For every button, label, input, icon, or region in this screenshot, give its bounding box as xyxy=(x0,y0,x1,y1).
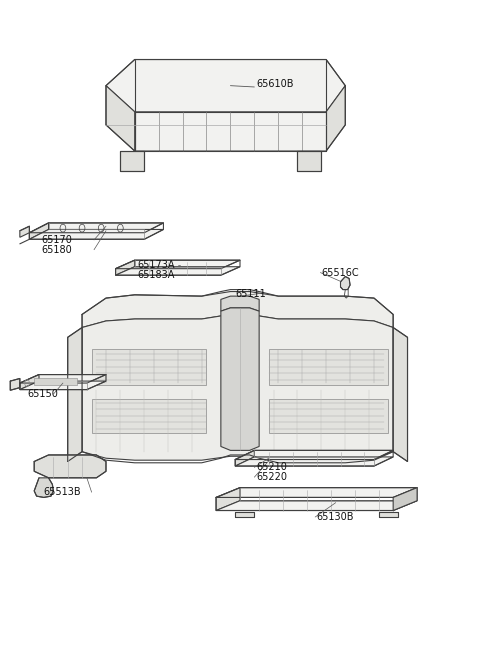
Polygon shape xyxy=(235,451,254,466)
Polygon shape xyxy=(221,308,259,451)
Polygon shape xyxy=(393,328,408,462)
Polygon shape xyxy=(326,86,345,151)
Polygon shape xyxy=(216,487,417,497)
Polygon shape xyxy=(92,349,206,385)
Text: 65220: 65220 xyxy=(257,472,288,482)
Polygon shape xyxy=(235,512,254,517)
Polygon shape xyxy=(116,267,240,275)
Polygon shape xyxy=(235,451,393,460)
Polygon shape xyxy=(10,379,20,390)
Text: 65180: 65180 xyxy=(41,245,72,255)
Polygon shape xyxy=(20,381,106,390)
Polygon shape xyxy=(298,151,322,171)
Polygon shape xyxy=(116,260,135,275)
Text: 65130B: 65130B xyxy=(317,512,354,522)
Polygon shape xyxy=(68,328,82,462)
Polygon shape xyxy=(82,291,393,328)
Polygon shape xyxy=(269,400,388,434)
Polygon shape xyxy=(34,455,106,478)
Polygon shape xyxy=(216,487,240,510)
Polygon shape xyxy=(393,487,417,510)
Text: 65183A: 65183A xyxy=(137,271,174,280)
Polygon shape xyxy=(269,349,388,385)
Text: 65170: 65170 xyxy=(41,235,72,245)
Polygon shape xyxy=(106,60,345,112)
Text: 65111: 65111 xyxy=(235,288,266,299)
Polygon shape xyxy=(20,375,39,390)
Polygon shape xyxy=(135,112,326,151)
Polygon shape xyxy=(20,226,29,237)
Polygon shape xyxy=(221,296,259,311)
Polygon shape xyxy=(92,400,206,434)
Polygon shape xyxy=(235,457,393,466)
Polygon shape xyxy=(29,229,163,239)
Polygon shape xyxy=(379,512,398,517)
Polygon shape xyxy=(29,223,48,239)
Polygon shape xyxy=(116,260,240,269)
Polygon shape xyxy=(20,375,106,383)
Polygon shape xyxy=(216,500,417,510)
Text: 65513B: 65513B xyxy=(44,487,82,497)
Text: 65610B: 65610B xyxy=(257,79,294,89)
Polygon shape xyxy=(106,86,135,151)
Text: 65210: 65210 xyxy=(257,462,288,472)
Polygon shape xyxy=(82,314,393,460)
Text: 65516C: 65516C xyxy=(322,268,359,278)
Polygon shape xyxy=(29,223,163,233)
Polygon shape xyxy=(34,379,77,385)
Text: 65173A: 65173A xyxy=(137,260,175,270)
Polygon shape xyxy=(340,276,350,290)
Text: 65150: 65150 xyxy=(27,389,58,399)
Polygon shape xyxy=(120,151,144,171)
Polygon shape xyxy=(34,478,53,497)
